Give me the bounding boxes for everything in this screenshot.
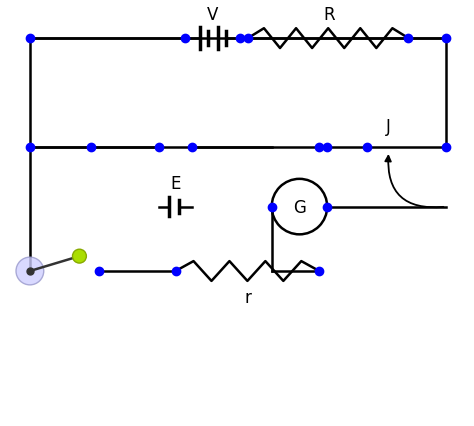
FancyArrowPatch shape bbox=[385, 156, 443, 208]
Text: E: E bbox=[170, 174, 181, 192]
Text: G: G bbox=[293, 198, 306, 216]
Circle shape bbox=[16, 258, 44, 285]
Text: V: V bbox=[207, 6, 218, 24]
Text: r: r bbox=[245, 288, 251, 306]
Text: R: R bbox=[323, 6, 335, 24]
Circle shape bbox=[73, 250, 86, 263]
Text: J: J bbox=[386, 118, 391, 136]
